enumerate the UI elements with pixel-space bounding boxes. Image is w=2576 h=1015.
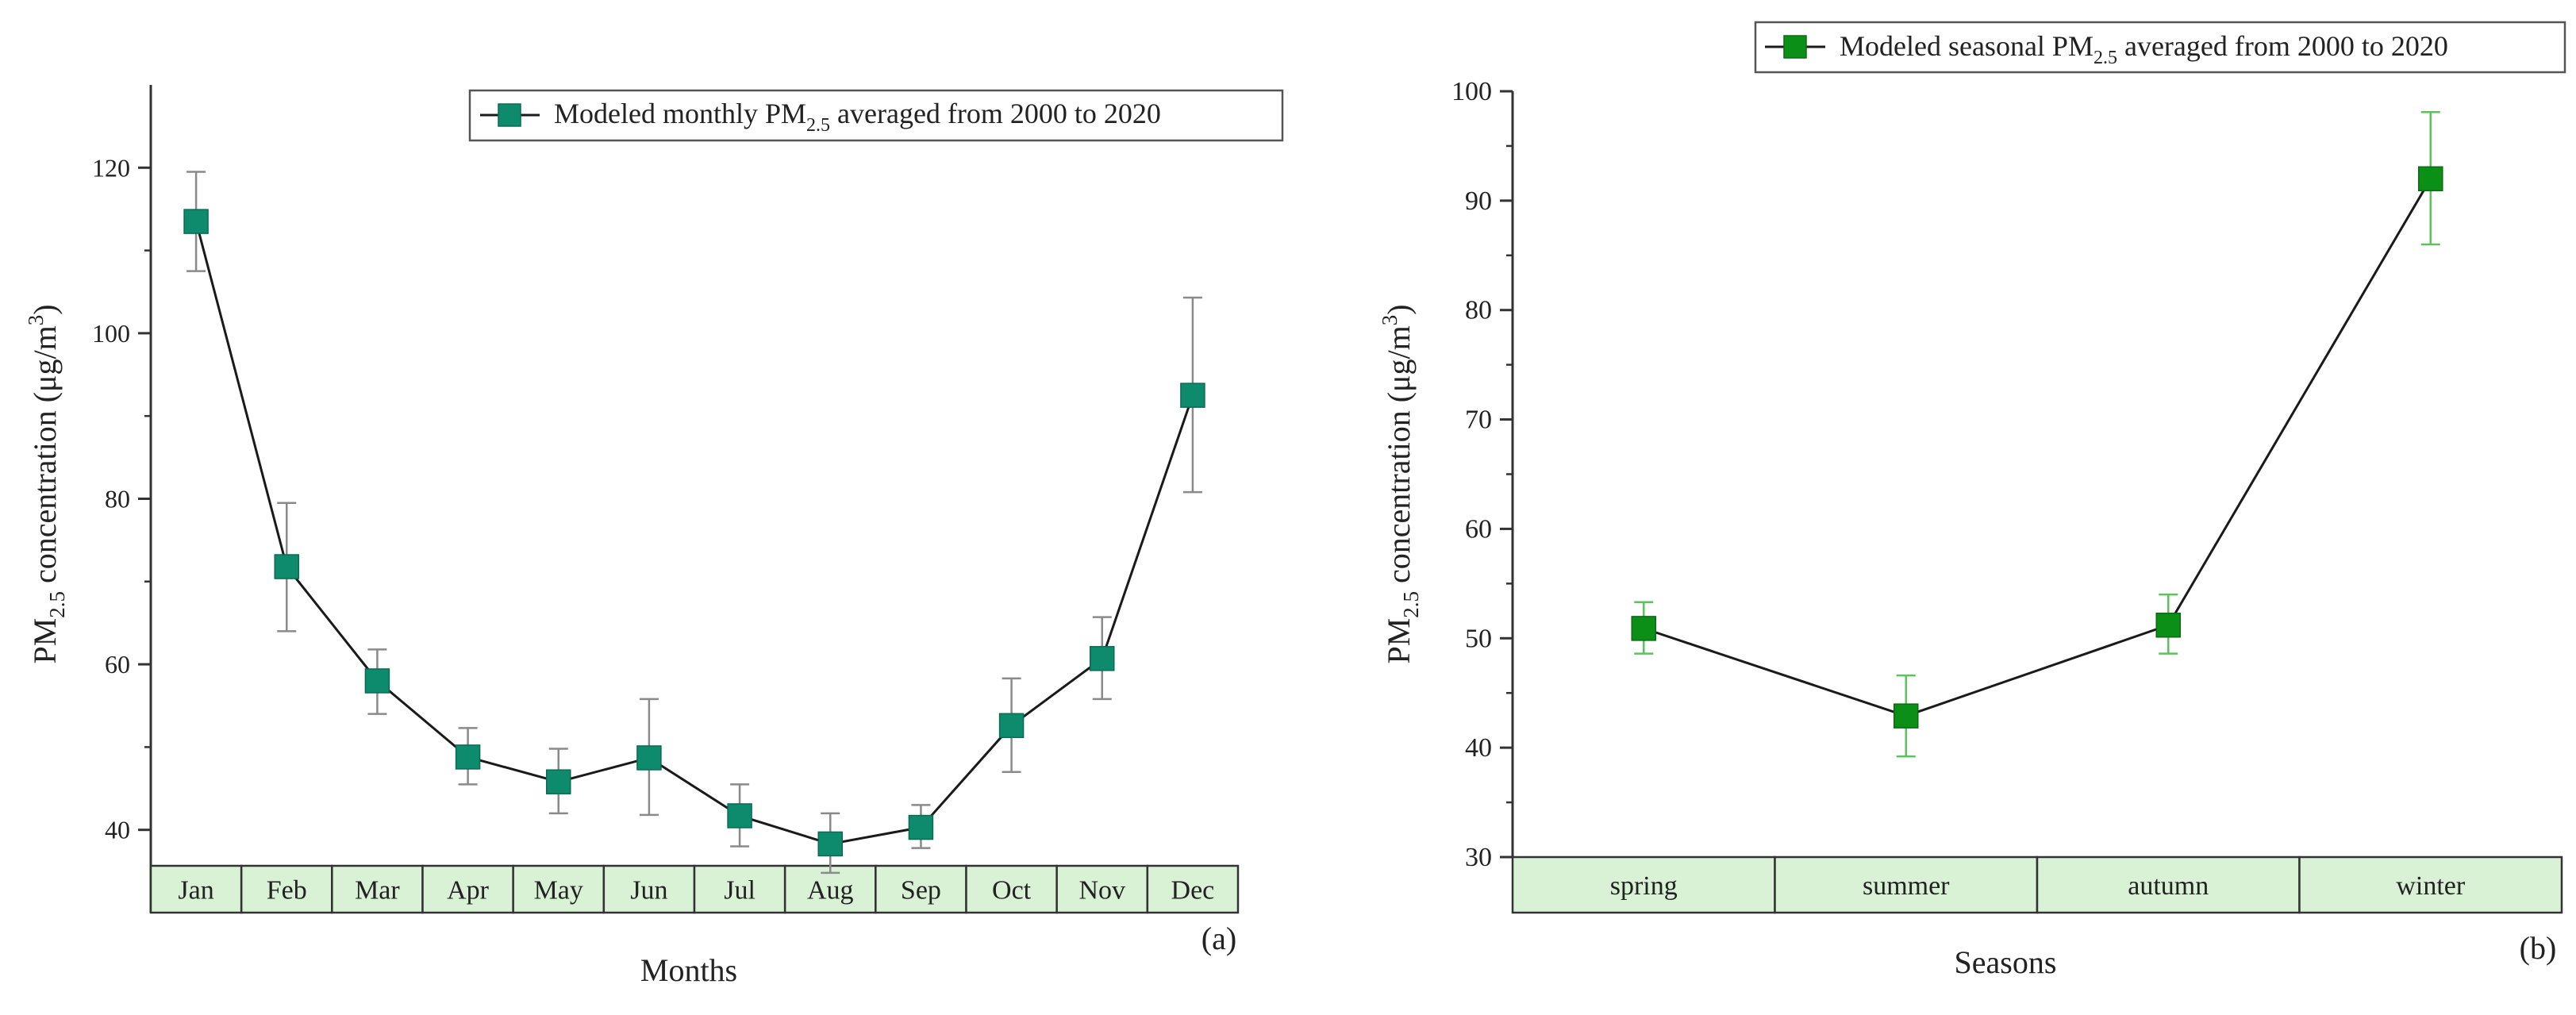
series-line: [194, 221, 1194, 845]
y-tick-label: 120: [92, 153, 130, 182]
error-bars: [1634, 110, 2440, 758]
category-label: spring: [1610, 871, 1678, 901]
series-line: [1643, 178, 2432, 717]
y-tick-label: 80: [105, 485, 130, 513]
data-point: [998, 713, 1025, 739]
category-label: Sep: [901, 876, 941, 905]
category-label: autumn: [2128, 871, 2209, 901]
category-box: [1774, 855, 2039, 914]
chart-monthly: 40 60 80 100 120 Jan Feb Mar Apr May Jun Jul Aug Sep…: [24, 85, 1284, 988]
data-point: [2155, 612, 2181, 638]
y-tick-label: 50: [1465, 624, 1492, 653]
legend: Modeled monthly PM2.5 averaged from 2000…: [468, 89, 1284, 142]
category-label: Mar: [355, 876, 400, 905]
category-label: Jun: [630, 876, 667, 905]
data-point: [364, 668, 390, 694]
y-tick-label: 80: [1465, 296, 1492, 325]
category-box: [512, 864, 606, 914]
data-points: [1631, 166, 2443, 729]
y-axis-title: PM2.5 concentration (μg/m3): [1378, 304, 1423, 663]
category-label: Apr: [447, 876, 490, 905]
data-point: [636, 745, 662, 771]
x-axis-title: Months: [640, 952, 737, 988]
category-box: [1146, 864, 1240, 914]
y-tick-label: 60: [105, 650, 130, 679]
category-label: Jul: [724, 876, 755, 905]
y-tick-label: 70: [1465, 406, 1492, 435]
data-point: [1631, 616, 1656, 641]
category-box: [875, 864, 967, 914]
y-tick-label: 90: [1465, 186, 1492, 216]
legend-marker-swatch: [498, 103, 521, 127]
panel-label: (a): [1201, 921, 1236, 956]
series-line: [194, 221, 1194, 845]
y-tick-label: 30: [1465, 843, 1492, 872]
category-label: Jan: [178, 876, 213, 905]
category-label: winter: [2396, 871, 2466, 901]
data-point: [1090, 646, 1115, 671]
category-label: Dec: [1171, 876, 1215, 905]
error-bars: [186, 171, 1202, 875]
data-point: [817, 831, 843, 857]
data-point: [1894, 703, 1919, 729]
category-boxes: spring summer autumn winter: [1511, 855, 2563, 914]
legend-label: Modeled monthly PM2.5 averaged from 2000…: [554, 98, 1161, 136]
category-box: [331, 864, 424, 914]
category-box: [1511, 855, 1776, 914]
y-tick-label: 60: [1465, 514, 1492, 544]
category-box: [421, 864, 514, 914]
category-label: Nov: [1078, 876, 1125, 905]
y-tick-label: 40: [105, 816, 130, 844]
category-label: Aug: [807, 876, 854, 905]
category-box: [965, 864, 1058, 914]
legend-label: Modeled seasonal PM2.5 averaged from 200…: [1840, 30, 2448, 68]
y-tick-label: 100: [1451, 77, 1492, 106]
data-point: [908, 814, 934, 840]
category-box: [240, 864, 333, 914]
y-ticks: 30 40 50 60 70 80 90 100: [1451, 77, 1513, 872]
data-point: [1180, 383, 1205, 408]
legend-marker-swatch: [1783, 35, 1807, 59]
category-boxes: Jan Feb Mar Apr May Jun Jul Aug Sep Oct Nov Dec: [149, 864, 1240, 914]
y-ticks: 40 60 80 100 120: [92, 153, 151, 844]
y-axis-title: PM2.5 concentration (μg/m3): [24, 304, 69, 663]
legend-box: [468, 89, 1284, 142]
category-box: [602, 864, 696, 914]
legend-box: [1754, 21, 2566, 74]
panel-label: (b): [2520, 930, 2557, 966]
x-axis-title: Seasons: [1955, 944, 2057, 980]
legend: Modeled seasonal PM2.5 averaged from 200…: [1754, 21, 2566, 74]
data-point: [455, 744, 481, 770]
category-box: [1055, 864, 1149, 914]
chart-seasonal: 30 40 50 60 70 80 90 100 spring summer autumn wint…: [1378, 21, 2566, 980]
category-box: [2298, 855, 2563, 914]
category-label: summer: [1863, 871, 1950, 901]
data-point: [274, 554, 299, 579]
category-label: Feb: [267, 876, 307, 905]
y-tick-label: 100: [92, 319, 130, 348]
data-point: [183, 209, 209, 234]
y-tick-label: 40: [1465, 733, 1492, 763]
data-points: [183, 209, 1205, 857]
category-box: [783, 864, 877, 914]
data-point: [2418, 166, 2443, 192]
category-box: [693, 864, 786, 914]
data-point: [727, 803, 752, 829]
category-label: May: [534, 876, 583, 905]
series-line: [1643, 178, 2432, 717]
data-point: [546, 769, 571, 794]
category-label: Oct: [992, 876, 1032, 905]
